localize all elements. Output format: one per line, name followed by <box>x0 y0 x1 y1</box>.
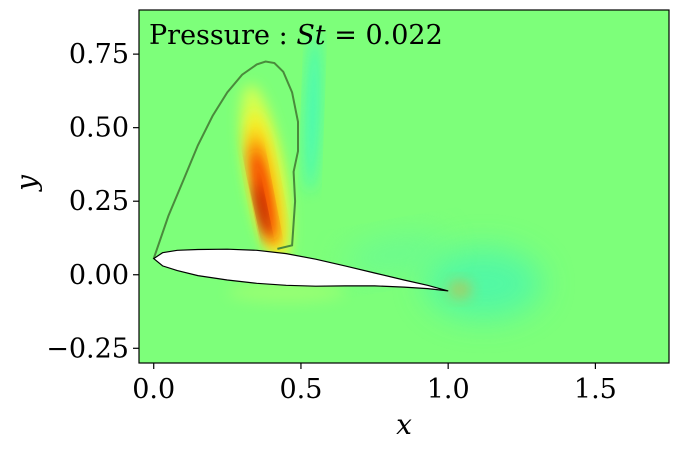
plot-frame <box>138 9 670 364</box>
pressure-field <box>227 33 543 319</box>
x-tick-label: 1.0 <box>427 374 470 405</box>
separation-contour-line <box>152 60 299 259</box>
y-tick-label: 0.25 <box>69 186 129 217</box>
lower-surface-lightspot <box>227 282 346 303</box>
pressure-band-red <box>251 149 274 242</box>
wake-blob-left <box>342 234 448 274</box>
plot-background <box>139 10 669 363</box>
y-axis-ticks: 0.75 0.50 0.25 0.00 −0.25 <box>46 39 139 364</box>
x-tick-label: 1.5 <box>574 374 617 405</box>
airfoil-shape <box>152 248 449 292</box>
chart-title-prefix: Pressure : <box>149 20 296 51</box>
y-axis-label: y <box>10 174 43 193</box>
y-tick-label: 0.75 <box>69 39 129 70</box>
pressure-band-core <box>254 184 268 236</box>
x-tick-label: 0.5 <box>279 374 322 405</box>
chart-title-variable: St <box>296 20 325 51</box>
x-axis-label: x <box>396 408 412 441</box>
y-tick-label: 0.00 <box>69 260 129 291</box>
chart-title-suffix: = 0.022 <box>334 20 443 51</box>
chart-title: Pressure : St = 0.022 <box>149 20 443 51</box>
y-tick-label: −0.25 <box>46 333 129 364</box>
wake-blob-right <box>424 248 543 319</box>
x-axis-ticks: 0.0 0.5 1.0 1.5 <box>132 363 617 405</box>
y-tick-label: 0.50 <box>69 113 129 144</box>
trailing-edge-spot <box>448 280 472 299</box>
suction-band-cyan <box>306 33 320 193</box>
x-tick-label: 0.0 <box>132 374 175 405</box>
